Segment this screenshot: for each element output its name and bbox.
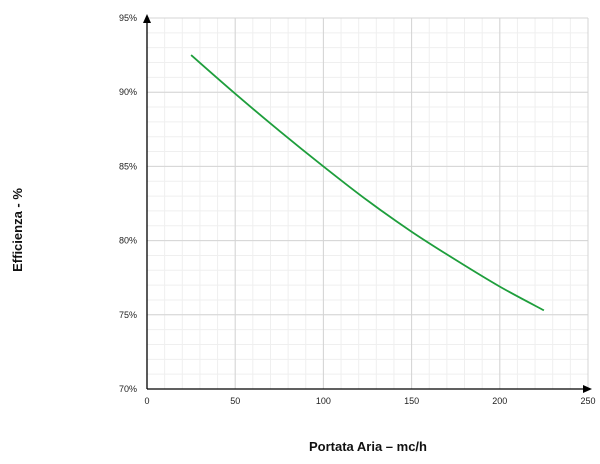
x-tick-label: 100	[316, 396, 331, 406]
y-tick-label: 90%	[119, 87, 137, 97]
efficiency-data-point	[455, 259, 457, 261]
y-tick-label: 95%	[119, 13, 137, 23]
x-tick-label: 150	[404, 396, 419, 406]
y-tick-label: 80%	[119, 236, 137, 246]
x-axis-title: Portata Aria – mc/h	[309, 439, 427, 454]
y-axis-title: Efficienza - %	[10, 188, 25, 272]
efficiency-data-point	[499, 285, 501, 287]
y-tick-labels: 70% 75% 80% 85% 90% 95%	[119, 13, 137, 394]
x-tick-label: 200	[492, 396, 507, 406]
y-axis-arrowhead	[143, 14, 151, 23]
efficiency-data-point	[234, 92, 236, 94]
x-tick-label: 0	[144, 396, 149, 406]
major-grid	[147, 17, 589, 389]
x-tick-labels: 0 50 100 150 200 250	[144, 396, 595, 406]
x-tick-label: 250	[580, 396, 595, 406]
efficiency-data-point	[366, 199, 368, 201]
efficiency-data-point	[278, 130, 280, 132]
efficiency-data-point	[410, 230, 412, 232]
y-tick-label: 75%	[119, 310, 137, 320]
y-tick-label: 85%	[119, 161, 137, 171]
series-layer	[190, 54, 545, 312]
efficiency-data-point	[322, 165, 324, 167]
x-axis-arrowhead	[583, 385, 592, 393]
efficiency-series-line	[190, 54, 545, 312]
efficiency-data-point	[543, 309, 545, 311]
x-tick-label: 50	[230, 396, 240, 406]
y-tick-label: 70%	[119, 384, 137, 394]
axes	[143, 14, 592, 393]
efficiency-data-point	[190, 54, 192, 56]
